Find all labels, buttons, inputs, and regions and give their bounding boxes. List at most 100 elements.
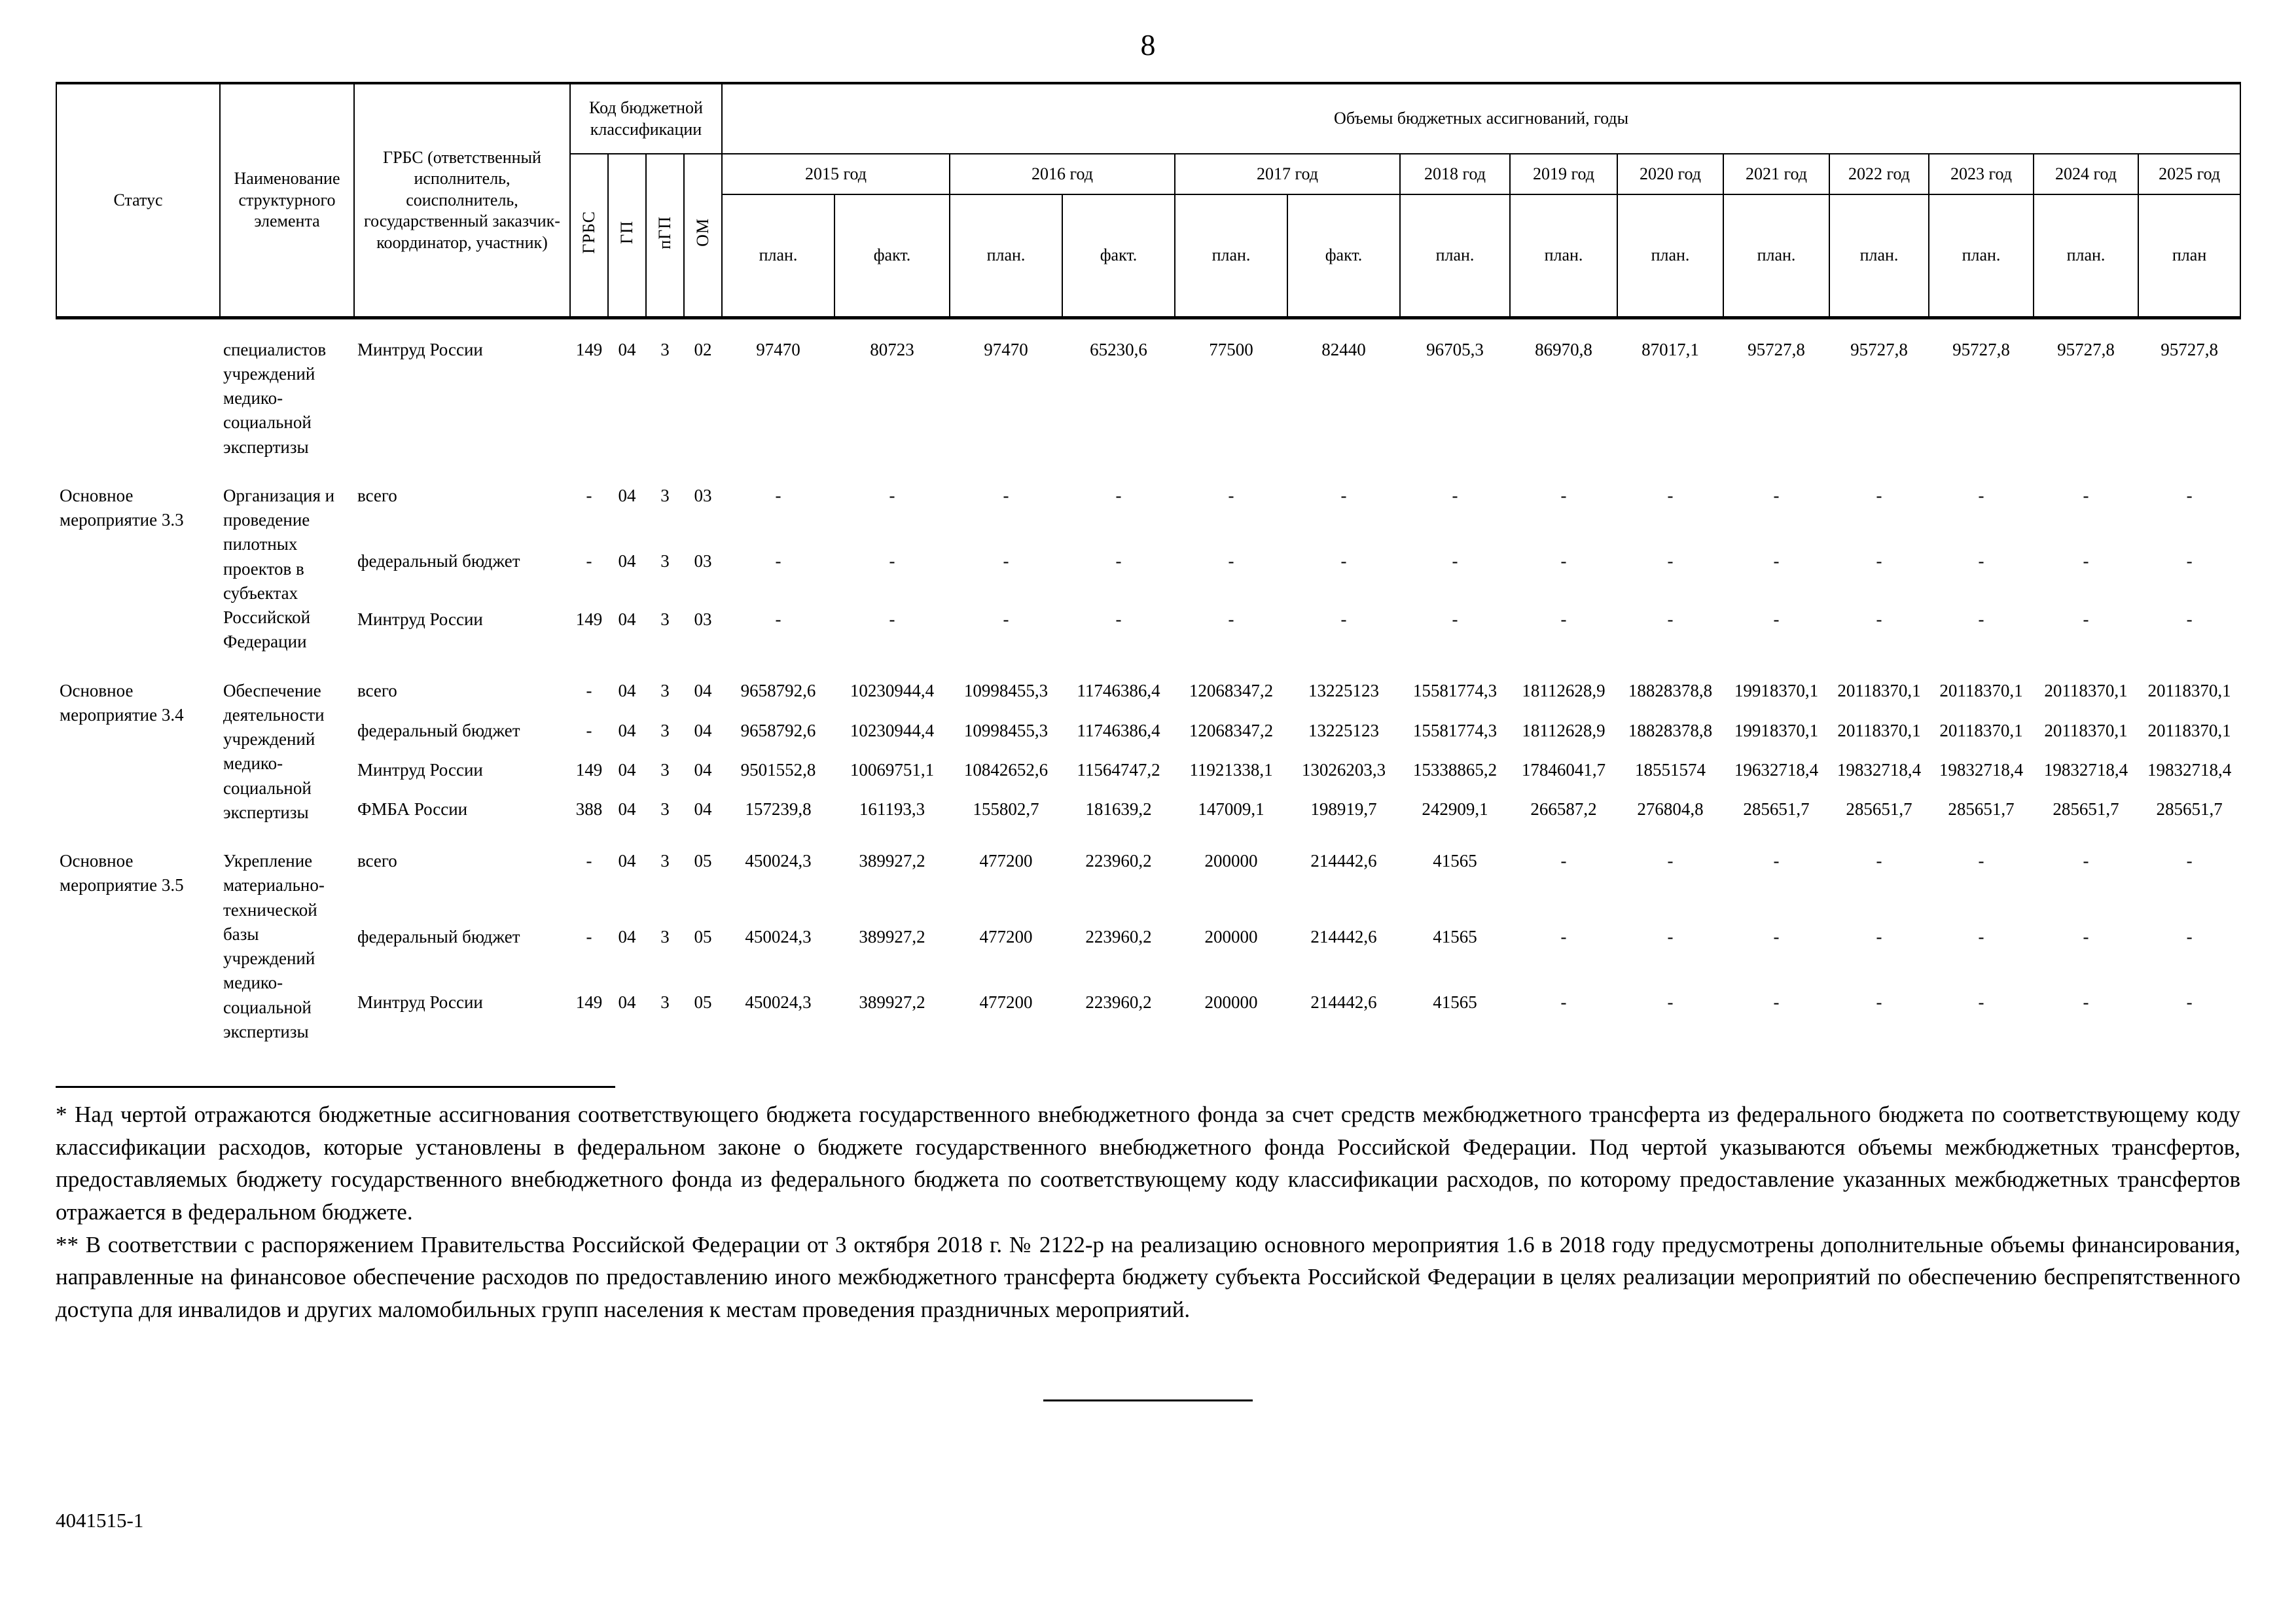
cell-value: - bbox=[1560, 609, 1567, 630]
cell-value: 95727,8 bbox=[1748, 339, 1805, 359]
cell-value: 41565 bbox=[1433, 992, 1477, 1012]
cell-value: 10998455,3 bbox=[963, 721, 1049, 741]
cell-value: 10230944,4 bbox=[850, 680, 935, 700]
header-plan-fact: план. bbox=[1928, 194, 2034, 318]
cell-value: 285651,7 bbox=[1743, 799, 1810, 820]
cell-value: 20118370,1 bbox=[2147, 721, 2231, 741]
table-row: федеральный бюджет - 04 3 04 9658792,6 1023094… bbox=[56, 713, 2240, 752]
cell-code: 03 bbox=[694, 609, 712, 630]
cell-value: 19918370,1 bbox=[1734, 680, 1819, 700]
cell-value: - bbox=[2186, 992, 2193, 1012]
cell-value: 285651,7 bbox=[2053, 799, 2119, 820]
cell-value: - bbox=[775, 551, 781, 571]
cell-grbs: Минтруд России bbox=[357, 609, 483, 630]
cell-value: - bbox=[1667, 609, 1674, 630]
cell-value: - bbox=[1773, 992, 1780, 1012]
cell-value: 181639,2 bbox=[1085, 799, 1152, 820]
cell-code: 04 bbox=[618, 609, 636, 630]
cell-value: - bbox=[2083, 992, 2089, 1012]
document-code: 4041515-1 bbox=[56, 1509, 144, 1532]
table-row: специалистов учреждений медико-социально… bbox=[56, 317, 2240, 465]
cell-status: Основное мероприятие 3.3 bbox=[60, 485, 184, 530]
cell-value: 97470 bbox=[984, 339, 1028, 359]
cell-value: 214442,6 bbox=[1310, 926, 1377, 947]
cell-code: 03 bbox=[694, 485, 712, 505]
cell-value: 12068347,2 bbox=[1189, 680, 1274, 700]
header-plan-fact: план. bbox=[2033, 194, 2139, 318]
cell-value: 147009,1 bbox=[1198, 799, 1265, 820]
cell-value: 20118370,1 bbox=[1837, 721, 1921, 741]
cell-value: - bbox=[1773, 851, 1780, 871]
page-number: 8 bbox=[1140, 28, 1156, 62]
cell-value: 96705,3 bbox=[1426, 339, 1484, 359]
cell-code: 04 bbox=[618, 485, 636, 505]
cell-code: 3 bbox=[660, 926, 670, 947]
cell-code: 3 bbox=[660, 851, 670, 871]
cell-value: 13225123 bbox=[1308, 721, 1379, 741]
cell-value: 95727,8 bbox=[1850, 339, 1908, 359]
header-plan-fact: факт. bbox=[1062, 194, 1175, 318]
cell-value: 9658792,6 bbox=[740, 680, 816, 700]
cell-status: Основное мероприятие 3.4 bbox=[60, 680, 184, 725]
cell-value: - bbox=[1773, 609, 1780, 630]
cell-value: 19632718,4 bbox=[1734, 760, 1819, 780]
cell-value: - bbox=[2083, 609, 2089, 630]
table-row: Минтруд России 149 04 3 03 - - - - - - - - - - - - - - bbox=[56, 602, 2240, 660]
cell-value: - bbox=[1667, 992, 1674, 1012]
cell-value: - bbox=[889, 609, 895, 630]
cell-code: 3 bbox=[660, 339, 670, 359]
cell-value: - bbox=[2083, 485, 2089, 505]
cell-code: 04 bbox=[618, 721, 636, 741]
cell-code: 3 bbox=[660, 551, 670, 571]
cell-value: 477200 bbox=[979, 992, 1033, 1012]
cell-value: - bbox=[1978, 926, 1984, 947]
cell-value: 82440 bbox=[1321, 339, 1366, 359]
cell-status: Основное мероприятие 3.5 bbox=[60, 851, 184, 895]
cell-code: - bbox=[586, 680, 592, 700]
cell-value: - bbox=[1876, 992, 1882, 1012]
cell-value: 41565 bbox=[1433, 926, 1477, 947]
cell-code: - bbox=[586, 926, 592, 947]
header-plan-fact: план. bbox=[1509, 194, 1618, 318]
cell-value: - bbox=[889, 485, 895, 505]
header-plan-fact: план. bbox=[721, 194, 835, 318]
cell-value: - bbox=[775, 485, 781, 505]
cell-code: 388 bbox=[575, 799, 603, 820]
cell-grbs: всего bbox=[357, 485, 397, 505]
cell-value: 450024,3 bbox=[745, 926, 812, 947]
cell-value: 223960,2 bbox=[1085, 992, 1152, 1012]
cell-grbs: федеральный бюджет bbox=[357, 551, 520, 571]
cell-value: 10230944,4 bbox=[850, 721, 935, 741]
cell-value: - bbox=[1667, 485, 1674, 505]
cell-value: 200000 bbox=[1204, 851, 1258, 871]
cell-value: - bbox=[1560, 992, 1567, 1012]
footnote-divider bbox=[56, 1086, 615, 1088]
header-code-col: ОМ bbox=[683, 153, 723, 318]
cell-value: - bbox=[1876, 551, 1882, 571]
header-code-col: ГП bbox=[607, 153, 647, 318]
cell-code: 3 bbox=[660, 609, 670, 630]
cell-value: - bbox=[1452, 551, 1458, 571]
cell-value: 11564747,2 bbox=[1077, 760, 1160, 780]
cell-code: 04 bbox=[618, 992, 636, 1012]
vertical-code-label: ОМ bbox=[692, 218, 712, 247]
cell-value: 10842652,6 bbox=[963, 760, 1049, 780]
cell-value: - bbox=[1773, 485, 1780, 505]
vertical-code-label: ГП bbox=[617, 221, 636, 244]
cell-value: 41565 bbox=[1433, 851, 1477, 871]
header-code-col: пГП bbox=[645, 153, 685, 318]
cell-value: - bbox=[1560, 485, 1567, 505]
cell-value: - bbox=[1978, 609, 1984, 630]
cell-code: 04 bbox=[618, 799, 636, 820]
cell-value: - bbox=[1667, 926, 1674, 947]
cell-value: - bbox=[1452, 485, 1458, 505]
cell-value: 95727,8 bbox=[2161, 339, 2218, 359]
cell-name: специалистов учреждений медико-социально… bbox=[223, 339, 327, 457]
cell-value: 20118370,1 bbox=[1939, 680, 2023, 700]
cell-value: 19832718,4 bbox=[2147, 760, 2232, 780]
cell-value: - bbox=[1228, 485, 1234, 505]
cell-value: 20118370,1 bbox=[2044, 721, 2128, 741]
cell-value: - bbox=[1876, 485, 1882, 505]
cell-value: 20118370,1 bbox=[1837, 680, 1921, 700]
cell-value: 389927,2 bbox=[859, 851, 925, 871]
